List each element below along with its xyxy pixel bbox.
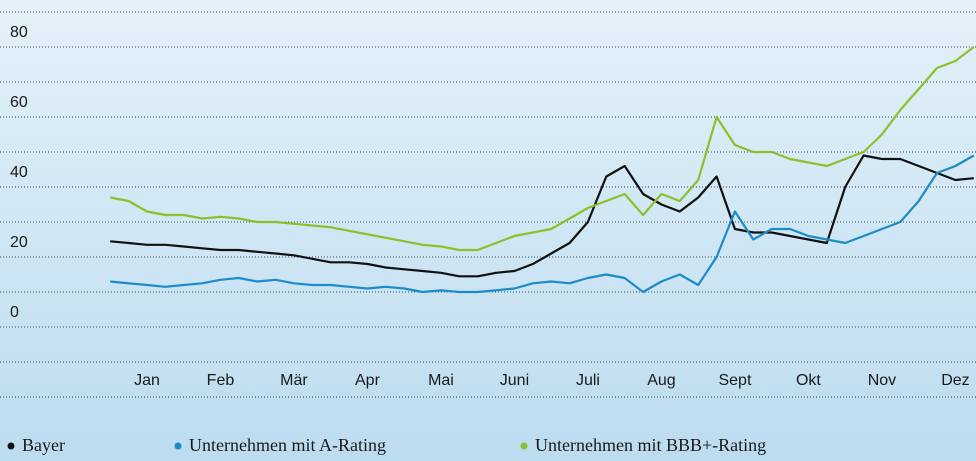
legend-marker [7, 442, 15, 450]
y-tick-label: 60 [10, 94, 28, 111]
legend-label: Unternehmen mit A-Rating [189, 435, 386, 455]
x-tick-label: Okt [796, 372, 821, 389]
legend-label: Unternehmen mit BBB+-Rating [535, 435, 766, 455]
x-tick-label: Nov [868, 372, 896, 389]
line-series [110, 154, 975, 294]
line-series [109, 46, 975, 252]
x-tick-label: Sept [718, 372, 751, 389]
legend-marker [174, 442, 182, 450]
legend-marker [520, 442, 528, 450]
line-series [110, 154, 974, 278]
x-tick-label: Juni [500, 372, 529, 389]
x-tick-label: Apr [355, 372, 381, 389]
y-tick-label: 40 [10, 164, 28, 181]
y-tick-label: 20 [10, 234, 28, 251]
x-tick-label: Jan [134, 372, 160, 389]
x-tick-label: Aug [647, 372, 675, 389]
y-tick-label: 80 [10, 24, 28, 41]
x-tick-label: Dez [941, 372, 969, 389]
x-tick-label: Mai [428, 372, 454, 389]
legend-label: Bayer [22, 435, 65, 455]
x-tick-label: Mär [280, 372, 308, 389]
x-tick-label: Feb [207, 372, 235, 389]
x-tick-label: Juli [576, 372, 600, 389]
y-tick-label: 0 [10, 304, 19, 321]
